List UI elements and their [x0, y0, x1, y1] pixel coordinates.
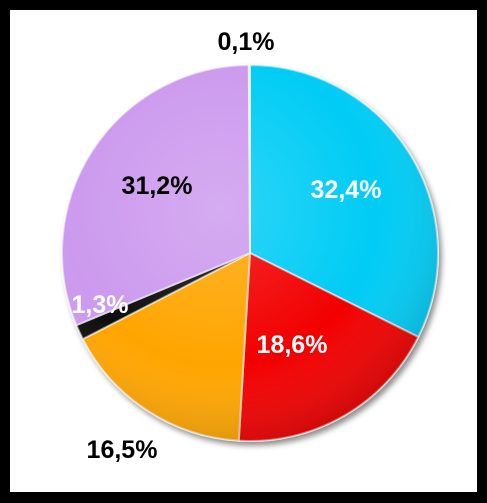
- slice-data-label: 1,3%: [72, 291, 129, 319]
- chart-frame: 32,4% 18,6% 16,5% 1,3% 31,2% 0,1%: [10, 10, 477, 492]
- slice-data-label: 31,2%: [122, 172, 193, 200]
- slice-data-label: 16,5%: [87, 436, 158, 464]
- pie-slice: [247, 63, 251, 254]
- slice-data-label: 18,6%: [257, 331, 328, 359]
- pie-chart: 32,4% 18,6% 16,5% 1,3% 31,2% 0,1%: [61, 28, 439, 464]
- slice-data-label: 32,4%: [311, 176, 382, 204]
- slice-data-label: 0,1%: [218, 28, 275, 56]
